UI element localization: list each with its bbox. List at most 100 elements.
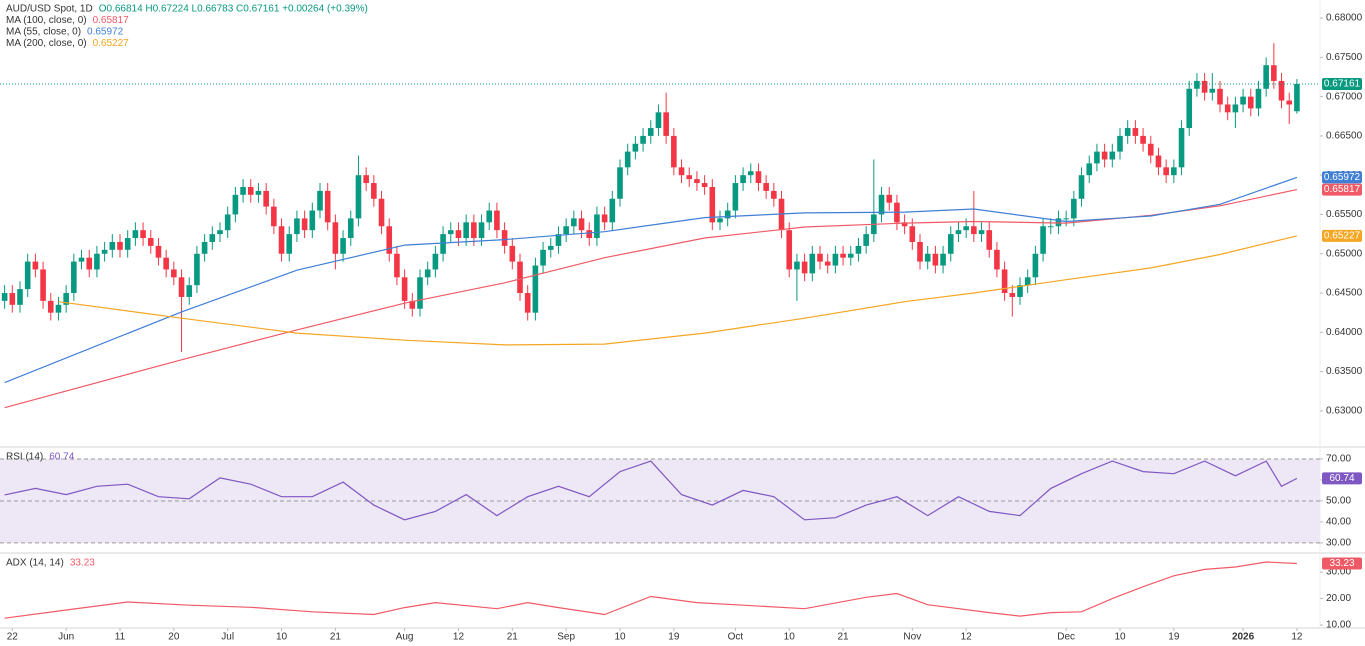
x-tick-label: 21 xyxy=(838,632,850,643)
candle-body xyxy=(217,230,223,235)
candle-body xyxy=(1240,96,1246,105)
x-tick-label: Jun xyxy=(58,632,74,643)
y-tick-label: 0.66500 xyxy=(1326,131,1363,142)
x-tick-label: 2026 xyxy=(1232,632,1255,643)
x-tick-label: 11 xyxy=(115,632,126,643)
candle-body xyxy=(771,190,777,199)
candle-body xyxy=(1278,80,1285,101)
x-tick-label: 19 xyxy=(1168,632,1180,643)
candle-body xyxy=(1286,100,1293,105)
candle-body xyxy=(409,300,416,309)
candle-body xyxy=(686,175,693,180)
candle-body xyxy=(278,226,285,254)
candle-body xyxy=(494,210,500,231)
value-badge xyxy=(1322,229,1362,242)
candle-body xyxy=(1,293,8,301)
candle-body xyxy=(232,194,239,215)
indicator-line xyxy=(4,460,1298,521)
x-tick-label: 12 xyxy=(1291,632,1303,643)
candle-body xyxy=(1063,218,1069,220)
candle-body xyxy=(363,175,369,184)
candle-body xyxy=(94,253,100,270)
candle-body xyxy=(324,190,331,223)
y-tick-label: 50.00 xyxy=(1326,496,1351,507)
x-tick-label: Aug xyxy=(396,632,414,643)
candle-body xyxy=(401,277,408,301)
candle-body xyxy=(517,261,523,294)
candle-body xyxy=(655,112,662,129)
x-tick-label: Oct xyxy=(728,632,744,643)
candle-body xyxy=(109,241,116,250)
candle-body xyxy=(1094,151,1100,164)
y-tick-label: 0.68000 xyxy=(1326,13,1363,24)
legend-value: 60.74 xyxy=(49,452,74,463)
candle-body xyxy=(471,222,477,239)
candle-body xyxy=(32,261,39,270)
chart-title: AUD/USD Spot, 1D xyxy=(6,4,93,15)
candle-body xyxy=(1017,285,1023,297)
candle-body xyxy=(178,277,185,297)
candle-body xyxy=(71,261,77,294)
candle-body xyxy=(617,167,623,199)
legend-entry: MA (200, close, 0) xyxy=(6,38,87,49)
ohlc-readout: O0.66814 H0.67224 L0.66783 C0.67161 +0.0… xyxy=(99,4,368,15)
candle-body xyxy=(1117,135,1123,152)
candle-body xyxy=(47,300,54,313)
legend-value: 0.65972 xyxy=(87,27,124,38)
candle-body xyxy=(1001,269,1008,294)
candle-body xyxy=(286,234,293,254)
y-tick-label: 0.64000 xyxy=(1326,327,1363,338)
x-tick-label: Nov xyxy=(903,632,921,643)
candle-body xyxy=(1194,80,1200,89)
y-tick-label: 70.00 xyxy=(1326,454,1351,465)
candle-body xyxy=(309,210,316,231)
candle-body xyxy=(524,293,531,313)
candle-body xyxy=(955,230,962,235)
candle-body xyxy=(1101,151,1108,160)
candle-body xyxy=(994,249,1000,270)
candle-body xyxy=(817,253,823,262)
candle-body xyxy=(740,175,746,184)
y-tick-label: 20.00 xyxy=(1326,593,1351,604)
value-badge-label: 0.67161 xyxy=(1324,79,1361,90)
candle-body xyxy=(55,304,62,313)
candle-body xyxy=(924,253,931,262)
candle-body xyxy=(1078,175,1085,199)
candle-body xyxy=(786,230,793,270)
candle-body xyxy=(463,222,469,239)
candle-body xyxy=(147,238,154,246)
candle-body xyxy=(640,135,646,144)
indicator-line xyxy=(58,235,1298,346)
candle-body xyxy=(971,226,977,235)
candle-body xyxy=(1124,128,1131,136)
candle-body xyxy=(1147,143,1154,156)
candle-body xyxy=(801,261,808,274)
candle-body xyxy=(455,230,462,239)
candle-body xyxy=(1201,80,1208,93)
candle-body xyxy=(624,151,631,168)
candle-body xyxy=(1163,167,1169,176)
candle-body xyxy=(124,238,131,250)
y-tick-label: 40.00 xyxy=(1326,517,1351,528)
candle-body xyxy=(1224,104,1231,113)
candle-body xyxy=(709,186,716,223)
candle-body xyxy=(240,186,246,195)
x-tick-label: Sep xyxy=(557,632,575,643)
candle-body xyxy=(824,261,831,266)
legend-entry: MA (55, close, 0) xyxy=(6,27,81,38)
candle-body xyxy=(694,179,700,184)
candle-body xyxy=(78,257,85,262)
value-badge xyxy=(1322,557,1362,570)
candle-body xyxy=(1047,226,1054,228)
x-tick-label: Dec xyxy=(1057,632,1075,643)
candle-body xyxy=(578,218,585,231)
candle-body xyxy=(117,241,123,250)
candle-body xyxy=(594,214,600,239)
candle-body xyxy=(540,249,546,266)
y-tick-label: 0.63500 xyxy=(1326,366,1363,377)
candle-body xyxy=(332,222,339,254)
candle-body xyxy=(394,253,400,278)
candle-body xyxy=(263,190,269,207)
candle-body xyxy=(201,241,208,254)
